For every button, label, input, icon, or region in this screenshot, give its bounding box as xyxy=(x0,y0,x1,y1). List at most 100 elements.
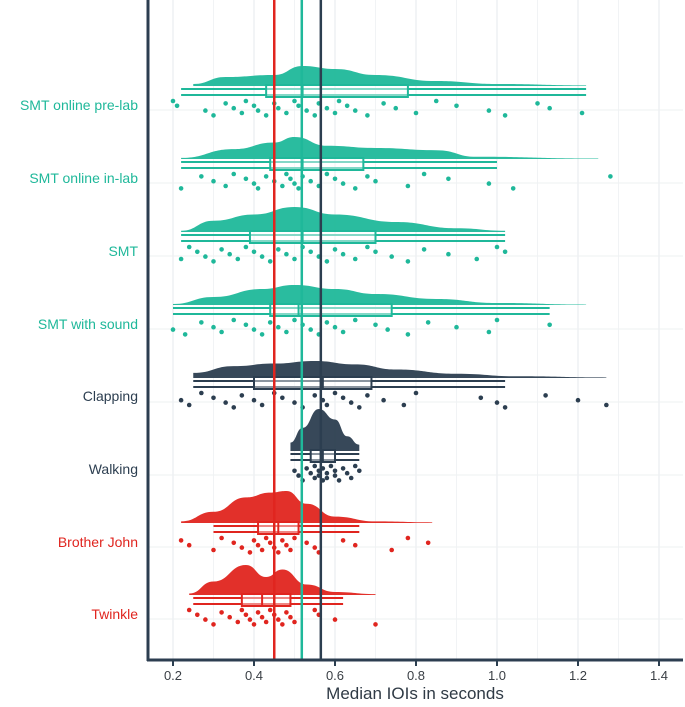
data-point xyxy=(259,402,265,408)
data-point xyxy=(247,617,253,622)
y-axis-category-label: Walking xyxy=(89,461,138,477)
data-point xyxy=(231,105,237,111)
data-point xyxy=(486,108,492,113)
box xyxy=(253,376,373,390)
data-point xyxy=(186,244,192,250)
data-point xyxy=(276,617,281,622)
data-point xyxy=(267,259,273,264)
data-point xyxy=(231,540,237,546)
data-point xyxy=(247,550,253,555)
data-point xyxy=(332,473,338,478)
data-point xyxy=(344,103,350,109)
data-point xyxy=(357,468,362,474)
data-point xyxy=(312,607,318,613)
data-point xyxy=(389,254,395,259)
data-point xyxy=(332,247,338,252)
data-point xyxy=(547,322,552,328)
density-clouds xyxy=(173,66,607,595)
data-point xyxy=(502,405,508,410)
data-point xyxy=(502,249,508,255)
data-point xyxy=(231,317,237,323)
data-point xyxy=(547,105,552,111)
data-point xyxy=(304,466,309,471)
y-axis-category-label: Twinkle xyxy=(91,606,138,622)
data-point xyxy=(235,619,241,625)
y-axis-category-label: SMT online in-lab xyxy=(29,170,138,186)
data-point xyxy=(239,393,245,398)
data-point xyxy=(170,98,176,104)
data-point xyxy=(324,320,330,325)
data-point xyxy=(203,254,208,259)
data-point xyxy=(608,174,613,179)
data-point xyxy=(352,186,358,191)
data-point xyxy=(284,610,289,615)
data-point xyxy=(312,393,318,398)
x-tick-label: 0.8 xyxy=(407,668,425,683)
data-point xyxy=(276,324,281,330)
data-point xyxy=(227,251,232,257)
data-points xyxy=(170,98,613,627)
data-point xyxy=(324,259,330,264)
data-point xyxy=(373,249,378,255)
data-point xyxy=(223,183,228,189)
data-point xyxy=(381,397,386,403)
data-point xyxy=(308,178,314,184)
data-point xyxy=(352,542,358,548)
data-point xyxy=(211,324,216,330)
data-point xyxy=(478,395,484,401)
data-point xyxy=(344,470,350,476)
data-point xyxy=(292,535,297,541)
data-point xyxy=(211,547,216,553)
data-point xyxy=(433,98,439,104)
y-axis-category-label: Brother John xyxy=(58,534,138,550)
data-point xyxy=(352,463,358,469)
data-point xyxy=(332,468,338,474)
data-point xyxy=(251,327,257,332)
data-point xyxy=(308,470,314,476)
data-point xyxy=(292,256,297,262)
data-point xyxy=(340,329,346,335)
data-point xyxy=(178,538,184,543)
data-point xyxy=(348,400,354,405)
data-point xyxy=(199,320,204,325)
box-plots xyxy=(173,84,587,607)
data-point xyxy=(336,478,342,483)
data-point xyxy=(267,320,273,325)
data-point xyxy=(454,324,459,330)
data-point xyxy=(288,547,293,553)
data-point xyxy=(340,538,346,543)
data-point xyxy=(446,251,451,257)
data-point xyxy=(385,327,390,332)
data-point xyxy=(219,247,224,252)
data-point xyxy=(579,110,585,116)
data-point xyxy=(373,178,378,184)
data-point xyxy=(263,113,269,118)
data-point xyxy=(296,103,301,109)
data-point xyxy=(389,547,395,553)
data-point xyxy=(263,535,269,541)
data-point xyxy=(365,174,370,179)
data-point xyxy=(243,176,249,182)
data-point xyxy=(292,181,297,186)
data-point xyxy=(178,397,184,403)
data-point xyxy=(486,329,492,335)
data-point xyxy=(251,622,257,627)
data-point xyxy=(211,622,216,627)
data-point xyxy=(280,395,285,401)
data-point xyxy=(324,402,330,408)
data-point xyxy=(308,249,314,255)
data-point xyxy=(393,105,399,111)
data-point xyxy=(352,317,358,323)
data-point xyxy=(280,622,285,627)
data-point xyxy=(296,186,301,191)
x-axis-label: Median IOIs in seconds xyxy=(326,684,504,703)
data-point xyxy=(312,463,318,469)
box xyxy=(248,230,377,244)
data-point xyxy=(304,540,309,546)
data-point xyxy=(340,395,346,401)
data-point xyxy=(186,607,192,613)
x-tick-label: 0.6 xyxy=(326,668,344,683)
density-cloud xyxy=(290,409,360,451)
data-point xyxy=(243,322,249,328)
